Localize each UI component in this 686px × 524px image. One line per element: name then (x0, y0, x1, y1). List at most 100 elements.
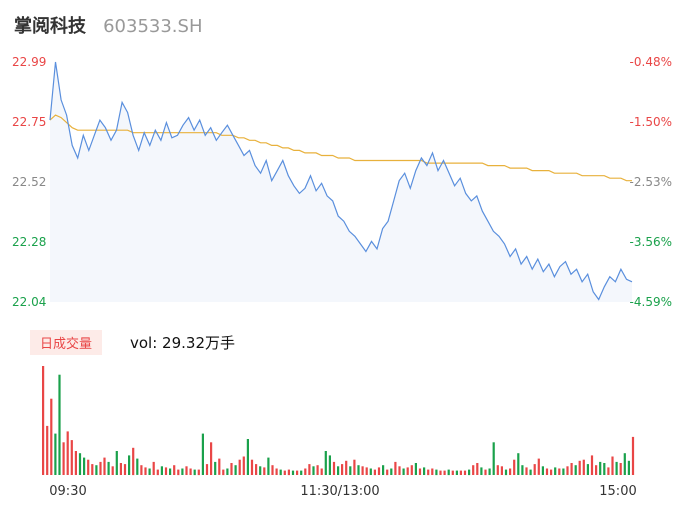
volume-bar (128, 455, 131, 475)
volume-bar (394, 461, 397, 475)
volume-bar (418, 468, 422, 475)
volume-bar (533, 464, 536, 475)
volume-bar (54, 433, 57, 475)
volume-bar (345, 460, 348, 475)
volume-bar (550, 469, 553, 476)
volume-bar (169, 468, 172, 475)
volume-bar (304, 468, 307, 475)
pct-tick-label: -0.48% (630, 55, 672, 69)
volume-bar (177, 469, 180, 476)
volume-bar (218, 458, 221, 475)
volume-bar (144, 467, 147, 475)
volume-summary: vol: 29.32万手 (130, 334, 235, 352)
volume-bar (123, 464, 127, 475)
volume-bar (58, 374, 61, 475)
volume-bar (423, 467, 426, 475)
volume-bar (222, 469, 225, 476)
stock-code: 603533.SH (103, 16, 203, 37)
volume-bar (193, 469, 196, 476)
volume-bar (529, 469, 532, 476)
volume-bar (78, 453, 82, 475)
volume-bar (480, 467, 483, 475)
volume-bar (427, 469, 430, 476)
stock-name: 掌阅科技 (14, 16, 86, 37)
volume-bar (562, 468, 565, 475)
volume-bar (595, 465, 598, 475)
volume-label[interactable]: 日成交量 (30, 330, 103, 355)
volume-bar (103, 457, 106, 475)
volume-bar (484, 469, 487, 476)
volume-bar (259, 466, 262, 475)
volume-bar (611, 456, 614, 475)
volume-bar (328, 455, 331, 475)
price-tick-label: 22.04 (12, 295, 46, 309)
volume-bar (504, 469, 508, 476)
volume-bar (402, 468, 405, 475)
volume-bar (332, 461, 336, 475)
volume-bar (590, 455, 594, 475)
volume-bar (279, 469, 282, 476)
volume-bar (42, 366, 45, 475)
volume-bar (545, 468, 549, 475)
volume-bar (291, 470, 295, 475)
volume-bar (578, 460, 581, 475)
volume-bar (308, 464, 311, 475)
pct-tick-label: -2.53% (630, 175, 672, 189)
time-tick-label: 09:30 (49, 484, 86, 499)
volume-bar (107, 461, 110, 475)
pct-tick-label: -1.50% (630, 115, 672, 129)
pct-tick-label: -3.56% (630, 235, 672, 249)
volume-bar (509, 468, 512, 475)
volume-bar (492, 442, 495, 475)
volume-bar (353, 459, 356, 475)
volume-bar (205, 464, 209, 475)
volume-bar (566, 466, 569, 475)
price-area-fill (50, 62, 632, 302)
volume-bar (255, 464, 258, 475)
volume-bar (431, 468, 434, 475)
volume-bar (623, 453, 626, 475)
volume-bar (132, 447, 135, 476)
price-tick-label: 22.52 (12, 175, 46, 189)
volume-bar (115, 451, 118, 475)
volume-bar (185, 466, 188, 475)
volume-bar (50, 398, 53, 475)
volume-bar (287, 469, 290, 476)
volume-bar (140, 465, 143, 475)
volume-bar (46, 425, 49, 475)
volume-bar (472, 465, 475, 475)
volume-bar (214, 461, 217, 475)
volume-bar (435, 469, 438, 476)
avg-price-line (49, 114, 632, 182)
volume-bar (173, 465, 176, 475)
volume-bar (517, 453, 520, 475)
volume-bar (95, 465, 98, 475)
volume-bar (513, 459, 516, 475)
volume-bar (582, 459, 585, 475)
volume-bar (443, 470, 446, 475)
price-tick-label: 22.99 (12, 55, 46, 69)
volume-bar (398, 466, 401, 475)
price-tick-label: 22.28 (12, 235, 46, 249)
volume-bar (554, 467, 557, 475)
volume-bar (341, 464, 344, 475)
volume-bar (66, 431, 69, 475)
volume-bar (537, 458, 540, 475)
pct-tick-label: -4.59% (630, 295, 672, 309)
volume-bar (263, 467, 266, 475)
volume-bar (631, 436, 635, 475)
volume-bar (119, 463, 122, 475)
volume-bar (386, 469, 389, 476)
volume-bar (451, 470, 454, 475)
volume-bar (246, 439, 249, 475)
volume-bar (234, 465, 237, 475)
volume-bar (324, 451, 327, 475)
volume-bar (136, 458, 139, 475)
volume-bar (369, 468, 372, 475)
volume-bar (296, 470, 299, 475)
price-tick-label: 22.75 (12, 115, 46, 129)
volume-bar (365, 467, 368, 475)
volume-bar (152, 461, 155, 475)
volume-bar (586, 464, 589, 475)
